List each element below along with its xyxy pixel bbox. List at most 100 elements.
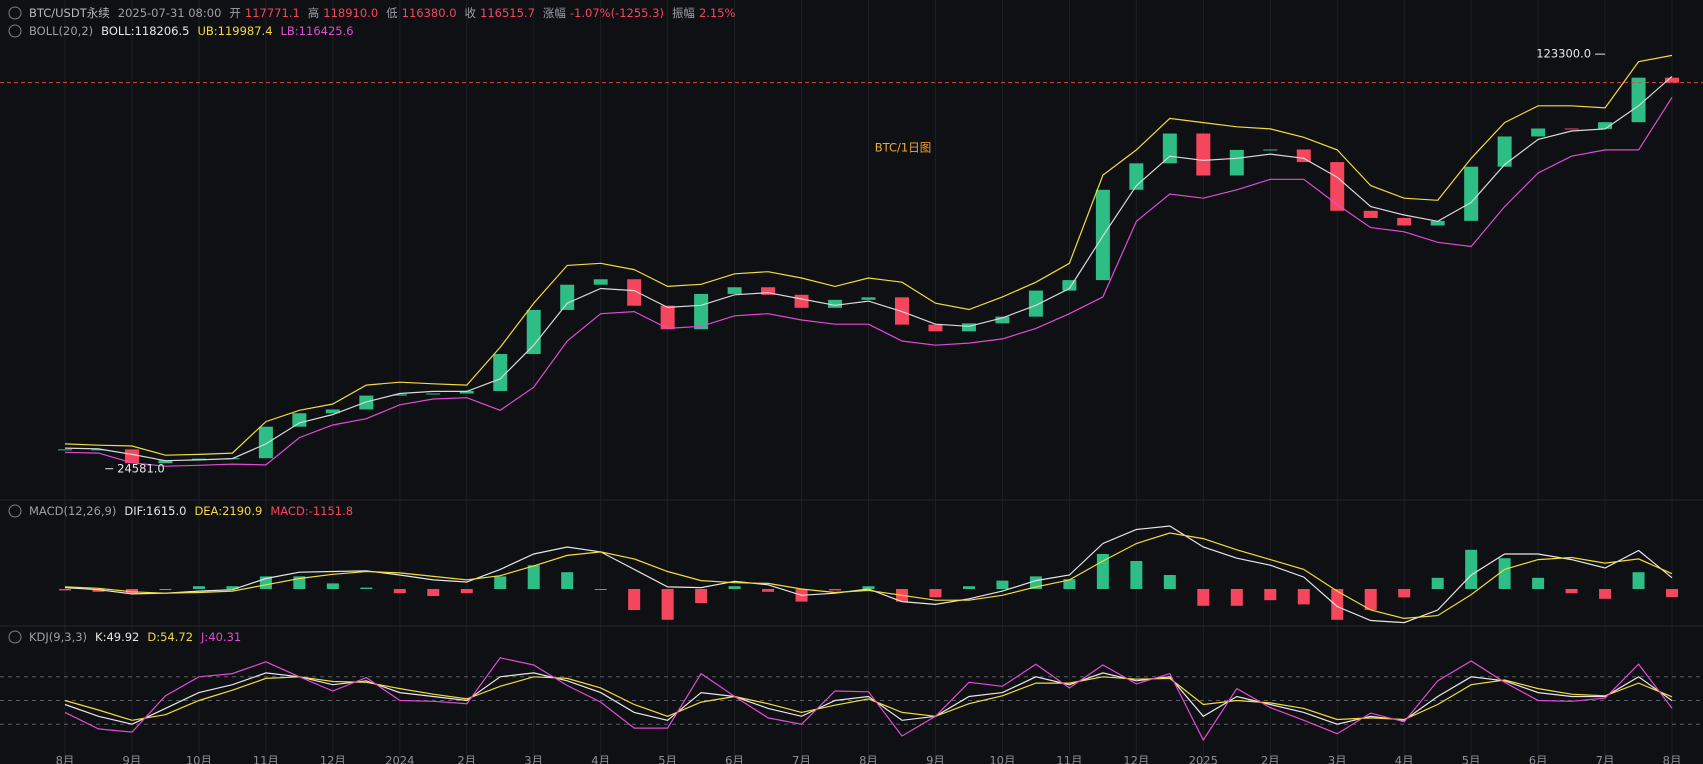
readout: K:49.92 [95, 630, 139, 644]
candle [1196, 133, 1211, 176]
candle [1330, 162, 1345, 211]
candle [325, 409, 340, 414]
readout: BOLL:118206.5 [101, 24, 189, 38]
x-tick-label: 6月 [725, 754, 744, 764]
histogram-bar [862, 586, 875, 589]
candle [727, 287, 742, 294]
symbol: BTC/USDT永续 [29, 6, 110, 20]
x-tick-label: 8月 [56, 754, 75, 764]
candle [1531, 128, 1546, 137]
readout: MACD:-1151.8 [270, 504, 353, 518]
x-tick-label: 5月 [658, 754, 677, 764]
candle [627, 279, 642, 306]
field-value: 117771.1 [245, 6, 300, 20]
histogram-bar [1465, 549, 1478, 589]
histogram-bar [1264, 589, 1277, 601]
field-label: 涨幅 [543, 6, 566, 20]
candle [660, 305, 675, 330]
histogram-bar [996, 580, 1009, 589]
collapse-icon[interactable] [8, 504, 22, 518]
histogram-bar [1331, 589, 1344, 620]
candle [1598, 122, 1613, 129]
x-tick-label: 2月 [1261, 754, 1280, 764]
histogram-bar [1230, 589, 1243, 606]
readout: DIF:1615.0 [124, 504, 186, 518]
histogram-bar [1063, 579, 1076, 589]
candle [1631, 77, 1646, 123]
indicator-name: KDJ(9,3,3) [29, 630, 87, 644]
candle [1430, 220, 1445, 226]
candle [1497, 136, 1512, 167]
candle [1263, 149, 1278, 151]
indicator-line [64, 532, 1673, 620]
candle [794, 294, 809, 308]
field-label: 高 [308, 6, 320, 20]
indicator-line [64, 672, 1673, 725]
collapse-icon[interactable] [8, 630, 22, 644]
candle [58, 449, 72, 451]
readout: DEA:2190.9 [194, 504, 262, 518]
candle [593, 279, 608, 285]
histogram-bar [561, 572, 574, 589]
histogram-bar [360, 587, 373, 589]
candle [1229, 149, 1244, 176]
candle [1564, 128, 1579, 130]
indicator-line [64, 75, 1673, 462]
histogram-bar [728, 586, 741, 589]
x-tick-label: 4月 [591, 754, 610, 764]
timestamp: 2025-07-31 08:00 [118, 6, 222, 20]
watermark: BTC/1日图 [875, 141, 931, 155]
collapse-icon[interactable] [8, 6, 22, 20]
histogram-bar [226, 586, 239, 589]
indicator-legend: BOLL(20,2) BOLL:118206.5 UB:119987.4 LB:116… [29, 24, 354, 38]
candle [1028, 290, 1043, 317]
histogram-bar [695, 589, 708, 603]
field-value: 118910.0 [323, 6, 378, 20]
candle [124, 449, 139, 464]
candle [694, 293, 709, 330]
histogram-bar [1599, 589, 1612, 599]
histogram-bar [494, 576, 507, 589]
candle [1062, 280, 1077, 291]
candle [1296, 149, 1311, 163]
histogram-bar [628, 589, 641, 610]
indicator-line [64, 676, 1673, 721]
readout: UB:119987.4 [197, 24, 272, 38]
x-tick-label: 3月 [524, 754, 543, 764]
field-label: 开 [229, 6, 241, 20]
indicator-legend: MACD(12,26,9) DIF:1615.0 DEA:2190.9 MACD:-1… [29, 504, 353, 518]
histogram-bar [1632, 572, 1645, 589]
indicator-line [64, 657, 1673, 742]
candle [292, 413, 307, 427]
candle [392, 394, 407, 396]
histogram-bar [762, 589, 775, 592]
histogram-bar [125, 589, 138, 594]
grid [64, 0, 1673, 764]
histogram-bar [460, 589, 473, 594]
field-label: 低 [386, 6, 398, 20]
collapse-icon[interactable] [8, 24, 22, 38]
x-tick-label: 12月 [1123, 754, 1149, 764]
histogram-bar [1398, 589, 1411, 598]
histogram-bar [527, 565, 540, 589]
candle [91, 449, 106, 451]
x-tick-label: 3月 [1328, 754, 1347, 764]
candle [761, 287, 776, 295]
candle [1397, 217, 1412, 226]
indicator-name: MACD(12,26,9) [29, 504, 116, 518]
candle [895, 297, 909, 325]
indicator-line [64, 54, 1673, 456]
x-tick-label: 7月 [1596, 754, 1615, 764]
histogram-bar [393, 589, 406, 594]
field-value: 116380.0 [402, 6, 457, 20]
histogram-bar [192, 586, 205, 589]
histogram-bar [594, 589, 607, 590]
histogram-bar [1532, 577, 1545, 589]
indicator-line [64, 97, 1673, 467]
indicator-legend: KDJ(9,3,3) K:49.92 D:54.72 J:40.31 [29, 630, 241, 644]
histogram-bar [92, 589, 105, 592]
readout: D:54.72 [147, 630, 193, 644]
x-tick-label: 11月 [1056, 754, 1082, 764]
x-tick-label: 2024 [385, 754, 414, 764]
